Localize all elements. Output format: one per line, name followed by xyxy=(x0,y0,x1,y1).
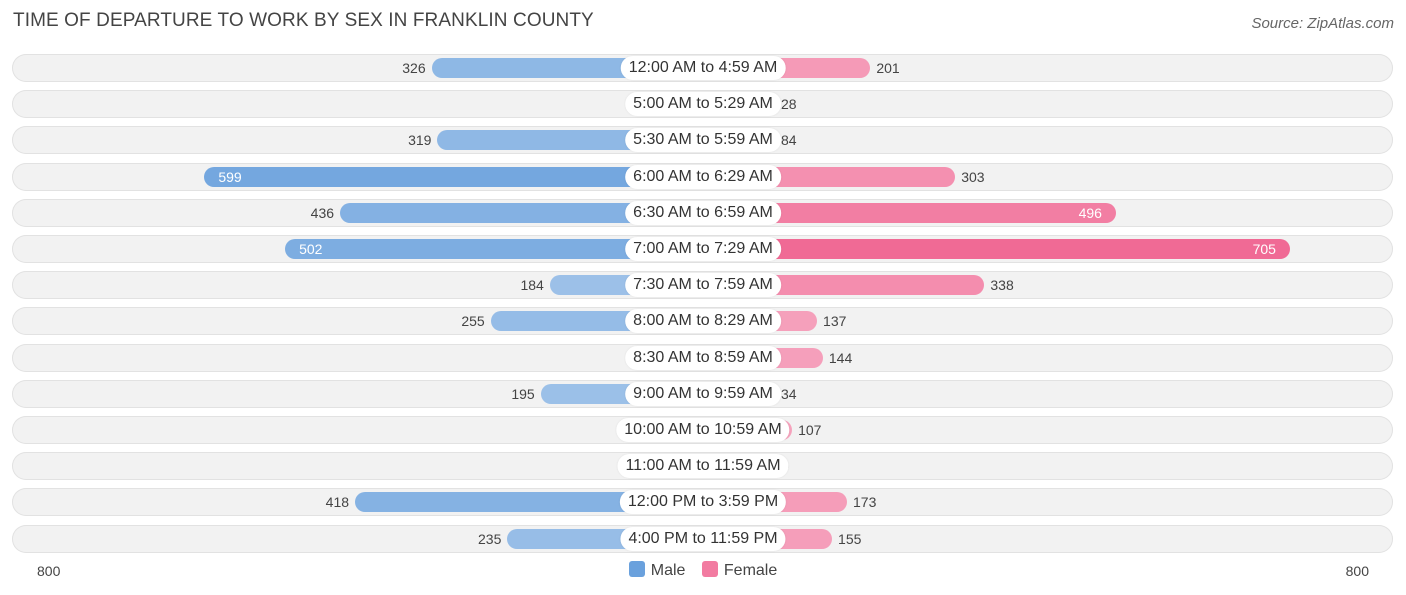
legend-label-male: Male xyxy=(650,562,686,579)
value-label-male: 195 xyxy=(511,385,535,402)
value-label-female: 303 xyxy=(961,168,985,185)
value-label-female: 34 xyxy=(781,385,797,402)
value-label-female: 496 xyxy=(1078,204,1102,221)
legend-swatch-male xyxy=(628,561,645,577)
category-label: 8:00 AM to 8:29 AM xyxy=(625,309,781,334)
chart-title: TIME OF DEPARTURE TO WORK BY SEX IN FRAN… xyxy=(13,10,594,31)
value-label-male: 502 xyxy=(299,241,323,257)
category-label: 6:30 AM to 6:59 AM xyxy=(625,200,781,225)
category-label: 11:00 AM to 11:59 AM xyxy=(617,454,789,479)
value-label-male: 184 xyxy=(520,277,544,294)
category-label: 5:30 AM to 5:59 AM xyxy=(625,128,781,153)
value-label-female: 338 xyxy=(990,277,1014,294)
value-label-female: 137 xyxy=(823,313,847,330)
category-label: 6:00 AM to 6:29 AM xyxy=(625,164,781,189)
bar-female xyxy=(703,202,1116,223)
bar-male xyxy=(204,166,703,187)
category-label: 10:00 AM to 10:59 AM xyxy=(616,418,790,442)
legend-item-female: Female xyxy=(701,561,778,580)
value-label-female: 84 xyxy=(781,132,797,149)
legend-swatch-female xyxy=(701,561,718,577)
value-label-female: 173 xyxy=(853,494,877,511)
value-label-female: 155 xyxy=(838,530,862,547)
category-label: 5:00 AM to 5:29 AM xyxy=(625,92,781,117)
chart-source: Source: ZipAtlas.com xyxy=(1251,15,1394,32)
value-label-female: 705 xyxy=(1252,241,1276,257)
value-label-female: 144 xyxy=(828,349,853,366)
value-label-female: 107 xyxy=(798,422,822,438)
value-label-male: 436 xyxy=(310,204,335,221)
category-label: 7:30 AM to 7:59 AM xyxy=(625,273,781,298)
value-label-male: 255 xyxy=(461,313,485,330)
value-label-female: 28 xyxy=(781,96,797,113)
value-label-female: 201 xyxy=(876,60,900,76)
category-label: 12:00 PM to 3:59 PM xyxy=(619,490,787,515)
legend-item-male: Male xyxy=(628,561,686,580)
category-label: 7:00 AM to 7:29 AM xyxy=(625,237,781,261)
axis-left-label: 800 xyxy=(37,563,61,579)
legend-label-female: Female xyxy=(723,562,778,579)
value-label-male: 418 xyxy=(325,494,350,511)
bar-male xyxy=(355,492,703,513)
bar-male xyxy=(285,239,703,259)
value-label-male: 326 xyxy=(402,60,426,76)
category-label: 8:30 AM to 8:59 AM xyxy=(625,345,781,370)
category-label: 12:00 AM to 4:59 AM xyxy=(620,56,786,80)
value-label-male: 235 xyxy=(478,530,502,547)
value-label-male: 599 xyxy=(218,168,242,185)
axis-right-label: 800 xyxy=(1345,563,1369,579)
category-label: 4:00 PM to 11:59 PM xyxy=(620,526,786,551)
value-label-male: 319 xyxy=(408,132,432,149)
category-label: 9:00 AM to 9:59 AM xyxy=(625,381,781,406)
legend: Male Female xyxy=(0,561,1406,580)
bar-male xyxy=(340,202,703,223)
bar-female xyxy=(703,239,1290,259)
